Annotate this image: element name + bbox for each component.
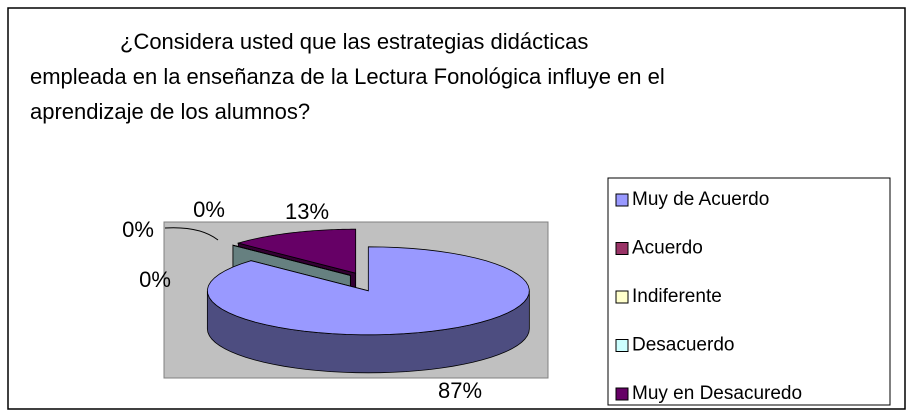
- pie: [206, 228, 530, 374]
- legend-label: Indiferente: [632, 286, 722, 307]
- legend-label: Desacuerdo: [632, 335, 734, 356]
- data-label: 87%: [438, 378, 482, 403]
- legend-swatch: [615, 193, 629, 207]
- chart-title: ¿Considera usted que las estrategias did…: [30, 29, 665, 124]
- slice-top: [232, 244, 351, 276]
- data-label: 0%: [193, 197, 225, 222]
- data-label: 0%: [139, 267, 171, 292]
- legend-label: Muy de Acuerdo: [632, 189, 769, 210]
- leader-line: [164, 227, 219, 241]
- legend-box: [607, 177, 891, 406]
- legend-swatch: [615, 290, 629, 304]
- legend-swatch: [615, 339, 629, 352]
- slice-top: [207, 246, 530, 336]
- data-label: 13%: [285, 199, 329, 224]
- legend: Muy de Acuerdo Acuerdo Indiferente Desacuer…: [615, 189, 802, 404]
- legend-swatch: [615, 387, 629, 401]
- pie-slice: [206, 246, 530, 374]
- legend-label: Muy en Desacuredo: [632, 383, 802, 404]
- labels: 87% 0% 0% 0% 13%: [122, 197, 482, 403]
- slice-top: [236, 228, 357, 274]
- legend-swatch: [615, 242, 629, 255]
- legend-label: Acuerdo: [632, 238, 703, 259]
- data-label: 0%: [122, 217, 154, 242]
